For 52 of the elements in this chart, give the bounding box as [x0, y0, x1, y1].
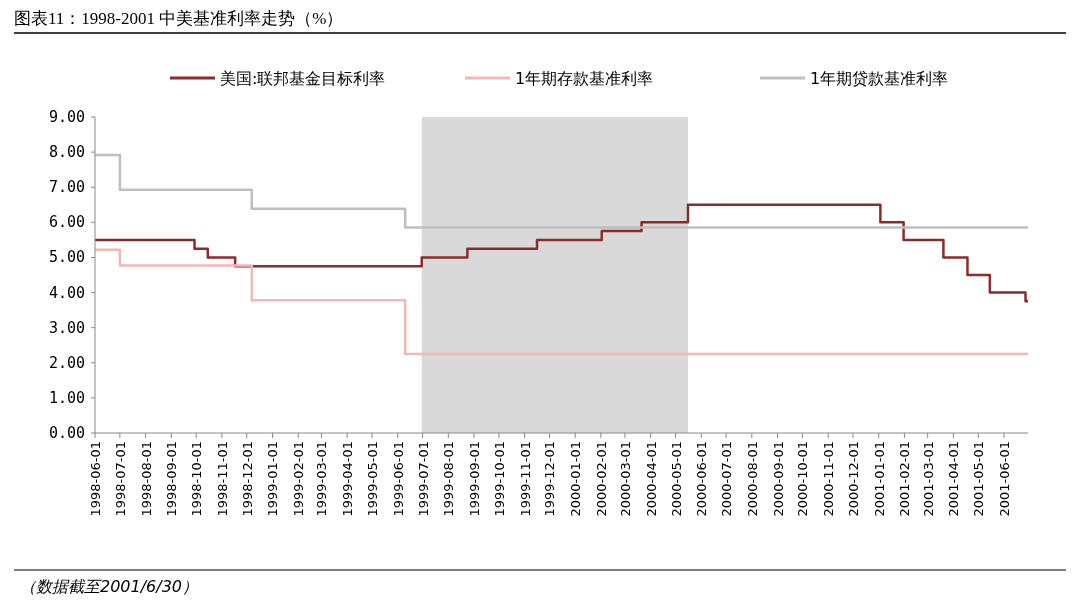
- x-tick-label: 1999-12-01: [542, 441, 558, 517]
- x-tick-label: 1998-08-01: [138, 441, 154, 517]
- x-tick-label: 2000-05-01: [668, 441, 684, 517]
- y-tick-label: 8.00: [48, 143, 85, 162]
- x-tick-label: 2001-03-01: [920, 441, 936, 517]
- x-tick-label: 1999-03-01: [314, 441, 330, 517]
- x-tick-label: 2001-02-01: [897, 441, 913, 517]
- x-tick-label: 2000-03-01: [617, 441, 633, 517]
- x-tick-label: 2001-01-01: [871, 441, 887, 517]
- x-tick-label: 1999-06-01: [390, 441, 406, 517]
- x-tick-label: 2001-05-01: [971, 441, 987, 517]
- x-tick-label: 2000-09-01: [770, 441, 786, 517]
- x-tick-label: 1998-06-01: [88, 441, 103, 517]
- legend-label: 美国:联邦基金目标利率: [220, 69, 386, 88]
- x-tick-label: 1999-07-01: [415, 441, 431, 517]
- y-tick-label: 7.00: [48, 178, 85, 197]
- x-tick-label: 1999-04-01: [340, 441, 356, 517]
- x-tick-label: 1999-09-01: [467, 441, 483, 517]
- x-tick-label: 2001-06-01: [996, 441, 1012, 517]
- x-tick-label: 1999-11-01: [517, 441, 533, 517]
- y-tick-label: 6.00: [48, 213, 85, 232]
- y-tick-label: 1.00: [48, 388, 85, 407]
- x-tick-label: 2000-10-01: [795, 441, 811, 517]
- x-tick-label: 1999-02-01: [291, 441, 307, 517]
- x-tick-label: 2000-07-01: [719, 441, 735, 517]
- x-tick-label: 2000-02-01: [593, 441, 609, 517]
- x-tick-label: 2000-08-01: [744, 441, 760, 517]
- x-tick-label: 2000-12-01: [846, 441, 862, 517]
- chart-title: 图表11：1998-2001 中美基准利率走势（%）: [14, 9, 344, 28]
- y-tick-label: 0.00: [48, 424, 85, 442]
- legend-label: 1年期贷款基准利率: [810, 69, 949, 88]
- x-tick-label: 2000-11-01: [821, 441, 837, 517]
- x-tick-label: 1998-07-01: [112, 441, 128, 517]
- x-tick-label: 1999-10-01: [491, 441, 507, 517]
- x-tick-label: 2000-01-01: [568, 441, 584, 517]
- x-tick-label: 1999-08-01: [441, 441, 457, 517]
- text: （数据截至2001/6/30）: [20, 577, 199, 596]
- x-tick-label: 1998-10-01: [189, 441, 205, 517]
- x-tick-label: 1998-09-01: [164, 441, 180, 517]
- x-tick-label: 1999-05-01: [365, 441, 380, 517]
- x-tick-label: 2000-04-01: [643, 441, 659, 517]
- y-tick-label: 3.00: [48, 318, 85, 337]
- y-tick-label: 9.00: [48, 108, 85, 126]
- x-tick-label: 1998-12-01: [239, 441, 255, 517]
- y-tick-label: 5.00: [48, 248, 85, 267]
- x-tick-label: 1999-01-01: [265, 441, 281, 517]
- x-tick-label: 2000-06-01: [694, 441, 710, 517]
- legend-label: 1年期存款基准利率: [515, 69, 654, 88]
- x-tick-label: 2001-04-01: [946, 441, 962, 517]
- y-tick-label: 4.00: [48, 283, 85, 302]
- x-tick-label: 1998-11-01: [214, 441, 230, 517]
- y-tick-label: 2.00: [48, 353, 85, 372]
